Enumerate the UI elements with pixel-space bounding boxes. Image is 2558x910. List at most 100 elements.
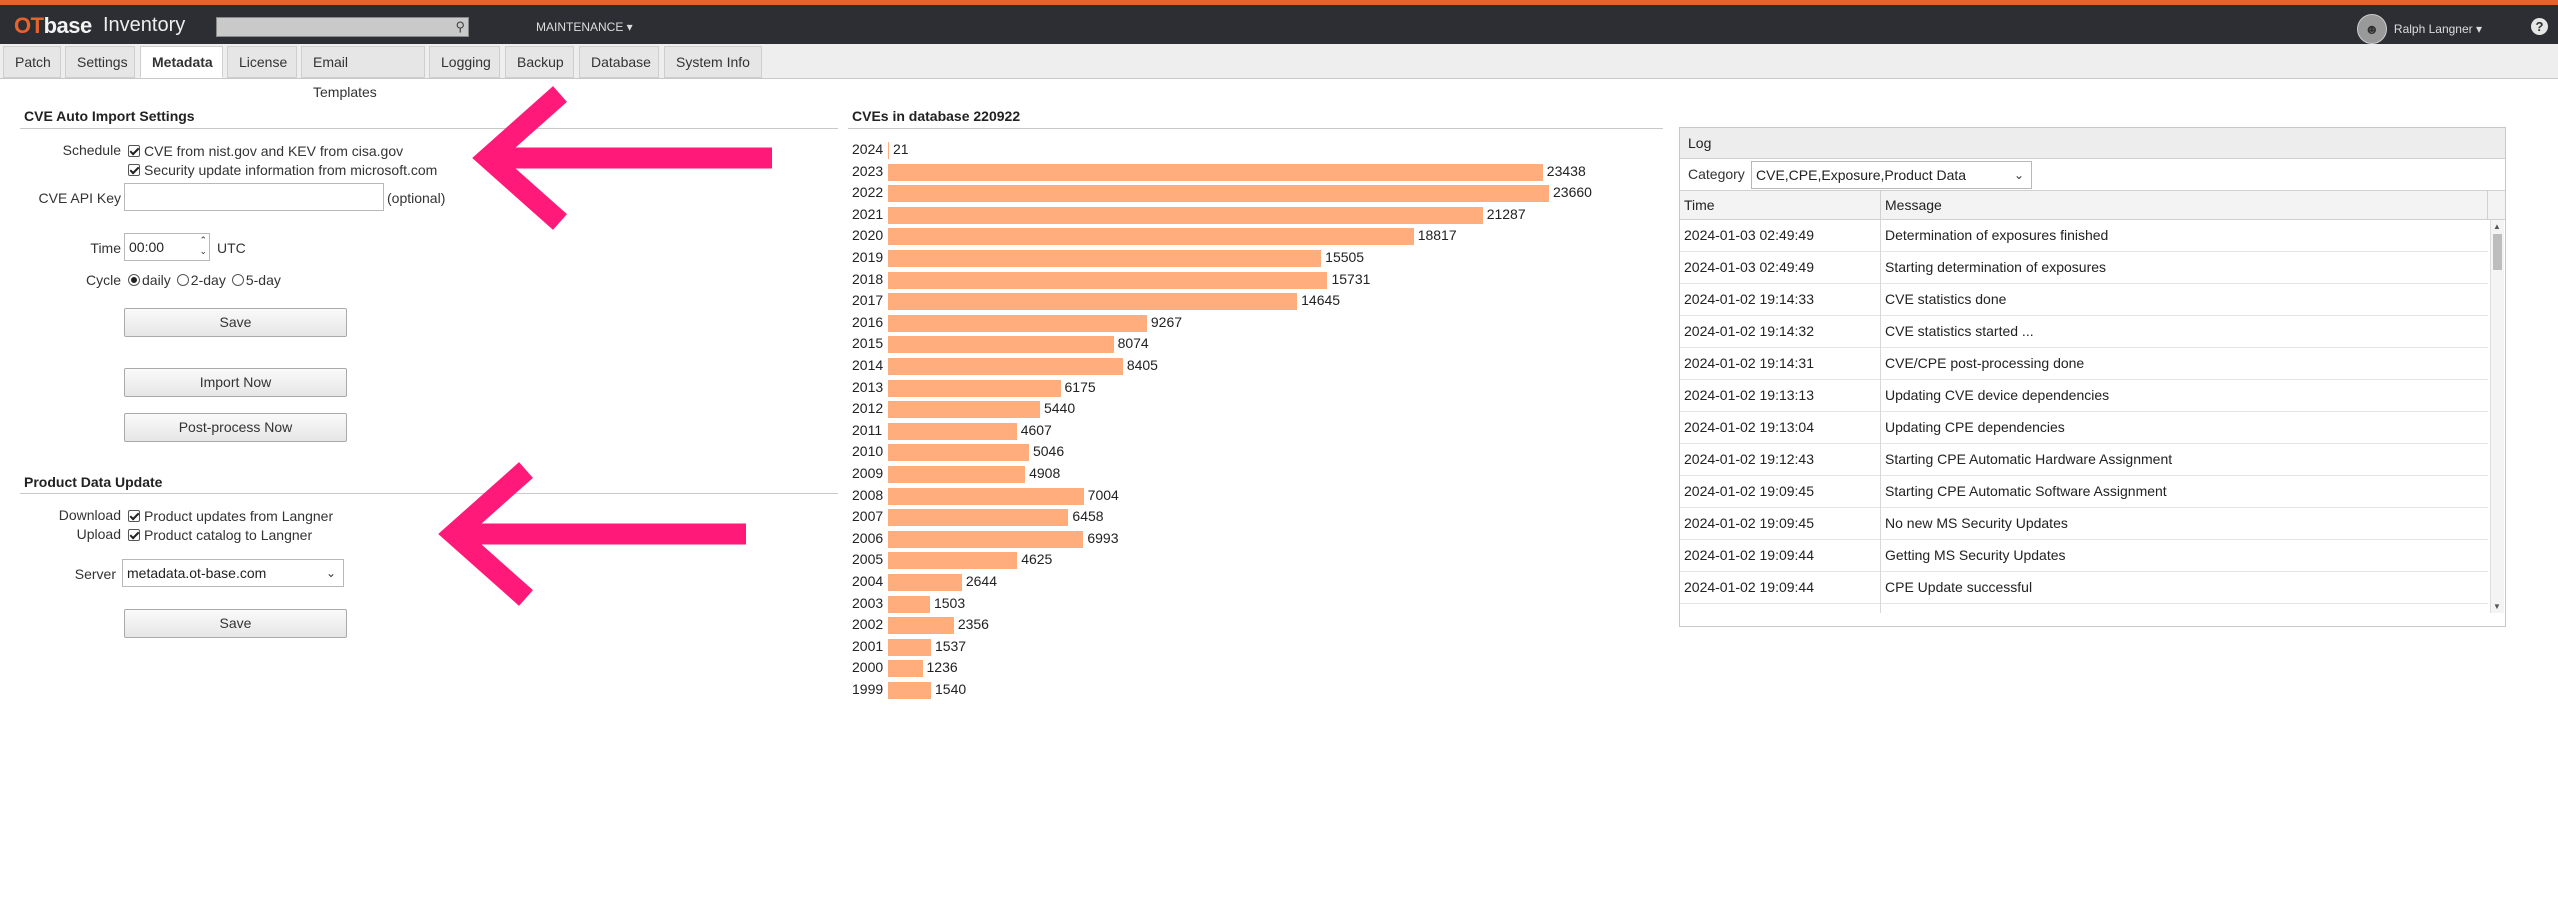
log-scrollbar[interactable]: ▲ ▼ xyxy=(2490,220,2504,613)
log-row[interactable]: 2024-01-02 19:09:45 Starting CPE Automati… xyxy=(1680,476,2488,508)
chart-bar xyxy=(888,595,930,613)
chart-category-label: 2013 xyxy=(852,378,884,395)
log-row[interactable]: 2024-01-02 19:09:44 Getting MS Security U… xyxy=(1680,540,2488,572)
api-key-input[interactable] xyxy=(124,183,384,211)
log-rows: 2024-01-03 02:49:49 Determination of expo… xyxy=(1680,220,2488,613)
radio-5day-label: 5-day xyxy=(245,272,281,288)
chart-value-label: 14645 xyxy=(1301,292,1341,309)
cycle-radio-group: daily 2-day 5-day xyxy=(128,272,281,288)
time-input[interactable]: 00:00 ⌃ ⌄ xyxy=(124,233,210,261)
log-row[interactable]: 2024-01-03 02:49:49 Determination of expo… xyxy=(1680,220,2488,252)
search-input[interactable]: ⚲ xyxy=(216,17,469,37)
log-row[interactable]: 2024-01-02 19:13:04 Updating CPE dependen… xyxy=(1680,412,2488,444)
chart-category-label: 2017 xyxy=(852,292,884,309)
log-time: 2024-01-02 19:09:44 xyxy=(1684,579,1814,595)
log-time: 2024-01-02 19:14:31 xyxy=(1684,355,1814,371)
logo[interactable]: OTbase xyxy=(14,13,92,38)
chart-value-label: 5046 xyxy=(1032,443,1065,460)
radio-5day[interactable] xyxy=(231,274,244,286)
checkbox-nist[interactable] xyxy=(128,145,140,157)
chart-category-label: 2018 xyxy=(852,270,884,287)
scroll-up-icon[interactable]: ▲ xyxy=(2493,222,2501,231)
chart-category-label: 2001 xyxy=(852,637,884,654)
log-time: 2024-01-02 19:13:13 xyxy=(1684,387,1814,403)
schedule-option-microsoft[interactable]: Security update information from microso… xyxy=(128,162,437,178)
upload-option[interactable]: Product catalog to Langner xyxy=(128,527,312,543)
chart-bar xyxy=(888,271,1328,289)
radio-daily[interactable] xyxy=(128,274,140,286)
log-grid-header: Time Message xyxy=(1680,190,2505,220)
log-time: 2024-01-02 19:00:21 xyxy=(1684,611,1814,613)
tab-backup[interactable]: Backup xyxy=(505,46,574,78)
chart-value-label: 6175 xyxy=(1064,378,1096,395)
log-row[interactable]: 2024-01-02 19:09:45 No new MS Security Up… xyxy=(1680,508,2488,540)
chart-category-label: 2012 xyxy=(852,400,884,417)
divider xyxy=(20,493,838,494)
divider xyxy=(848,128,1663,129)
log-time: 2024-01-02 19:14:32 xyxy=(1684,323,1814,339)
schedule-option-nist[interactable]: CVE from nist.gov and KEV from cisa.gov xyxy=(128,143,403,159)
log-message: Starting CPE Automatic Hardware Assignme… xyxy=(1885,451,2173,467)
schedule-label: Schedule xyxy=(62,142,121,158)
chart-category-label: 2003 xyxy=(852,594,884,611)
tab-patch[interactable]: Patch xyxy=(3,46,61,78)
chart-bar xyxy=(888,250,1322,267)
tab-metadata[interactable]: Metadata xyxy=(140,46,223,78)
download-option[interactable]: Product updates from Langner xyxy=(128,508,333,524)
log-time: 2024-01-02 19:12:43 xyxy=(1684,451,1814,467)
time-spinner[interactable]: ⌃ ⌄ xyxy=(199,235,207,256)
chart-value-label: 15505 xyxy=(1325,249,1365,265)
chart-value-label: 2644 xyxy=(965,573,998,589)
post-process-button[interactable]: Post-process Now xyxy=(124,413,347,442)
server-select[interactable]: metadata.ot-base.com ⌄ xyxy=(122,559,344,587)
tab-database[interactable]: Database xyxy=(579,46,659,78)
chart-bar xyxy=(888,638,931,656)
chart-bar xyxy=(888,617,954,635)
tab-settings[interactable]: Settings xyxy=(65,46,135,78)
help-icon[interactable]: ? xyxy=(2531,18,2548,35)
tab-email-templates[interactable]: Email Templates xyxy=(301,46,425,100)
cve-save-button[interactable]: Save xyxy=(124,308,347,337)
log-row[interactable]: 2024-01-02 19:09:44 CPE Update successful xyxy=(1680,572,2488,604)
chart-bar xyxy=(888,185,1549,203)
chart-category-label: 2004 xyxy=(852,573,884,589)
chart-bar xyxy=(888,379,1061,397)
log-row[interactable]: 2024-01-02 19:12:43 Starting CPE Automati… xyxy=(1680,444,2488,476)
log-row[interactable]: 2024-01-02 19:14:33 CVE statistics done xyxy=(1680,284,2488,316)
chart-bar xyxy=(888,660,923,678)
scroll-thumb[interactable] xyxy=(2493,234,2502,270)
log-row[interactable]: 2024-01-02 19:13:13 Updating CVE device d… xyxy=(1680,380,2488,412)
product-save-button[interactable]: Save xyxy=(124,609,347,638)
log-row[interactable]: 2024-01-03 02:49:49 Starting determinatio… xyxy=(1680,252,2488,284)
checkbox-upload[interactable] xyxy=(128,529,140,541)
log-title: Log xyxy=(1680,128,2505,159)
chart-value-label: 5440 xyxy=(1043,400,1076,417)
column-time[interactable]: Time xyxy=(1680,191,1881,219)
time-label: Time xyxy=(90,240,121,256)
log-message: No new MS Security Updates xyxy=(1885,515,2068,531)
log-message: Starting CPE Update xyxy=(1885,611,2015,613)
tab-logging[interactable]: Logging xyxy=(429,46,500,78)
search-icon[interactable]: ⚲ xyxy=(455,19,465,34)
radio-2day[interactable] xyxy=(176,274,189,286)
checkbox-download[interactable] xyxy=(128,510,140,522)
log-time: 2024-01-02 19:13:04 xyxy=(1684,419,1814,435)
utc-label: UTC xyxy=(217,240,246,256)
tab-license[interactable]: License xyxy=(227,46,297,78)
chart-category-label: 2024 xyxy=(852,141,884,157)
log-row[interactable]: 2024-01-02 19:00:21 Starting CPE Update xyxy=(1680,604,2488,613)
column-message[interactable]: Message xyxy=(1881,191,2488,219)
log-row[interactable]: 2024-01-02 19:14:32 CVE statistics starte… xyxy=(1680,316,2488,348)
scroll-down-icon[interactable]: ▼ xyxy=(2493,602,2501,611)
log-row[interactable]: 2024-01-02 19:14:31 CVE/CPE post-processi… xyxy=(1680,348,2488,380)
radio-daily-label: daily xyxy=(142,272,171,288)
chart-bar xyxy=(888,401,1040,419)
maintenance-menu[interactable]: MAINTENANCE ▾ xyxy=(536,20,633,34)
chart-bar xyxy=(888,293,1298,311)
import-now-button[interactable]: Import Now xyxy=(124,368,347,397)
tab-system-info[interactable]: System Info xyxy=(664,46,762,78)
checkbox-microsoft[interactable] xyxy=(128,164,140,176)
category-select[interactable]: CVE,CPE,Exposure,Product Data ⌄ xyxy=(1751,161,2032,189)
chart-category-label: 2009 xyxy=(852,465,884,481)
user-menu[interactable]: ☻ Ralph Langner ▾ xyxy=(2356,14,2482,44)
